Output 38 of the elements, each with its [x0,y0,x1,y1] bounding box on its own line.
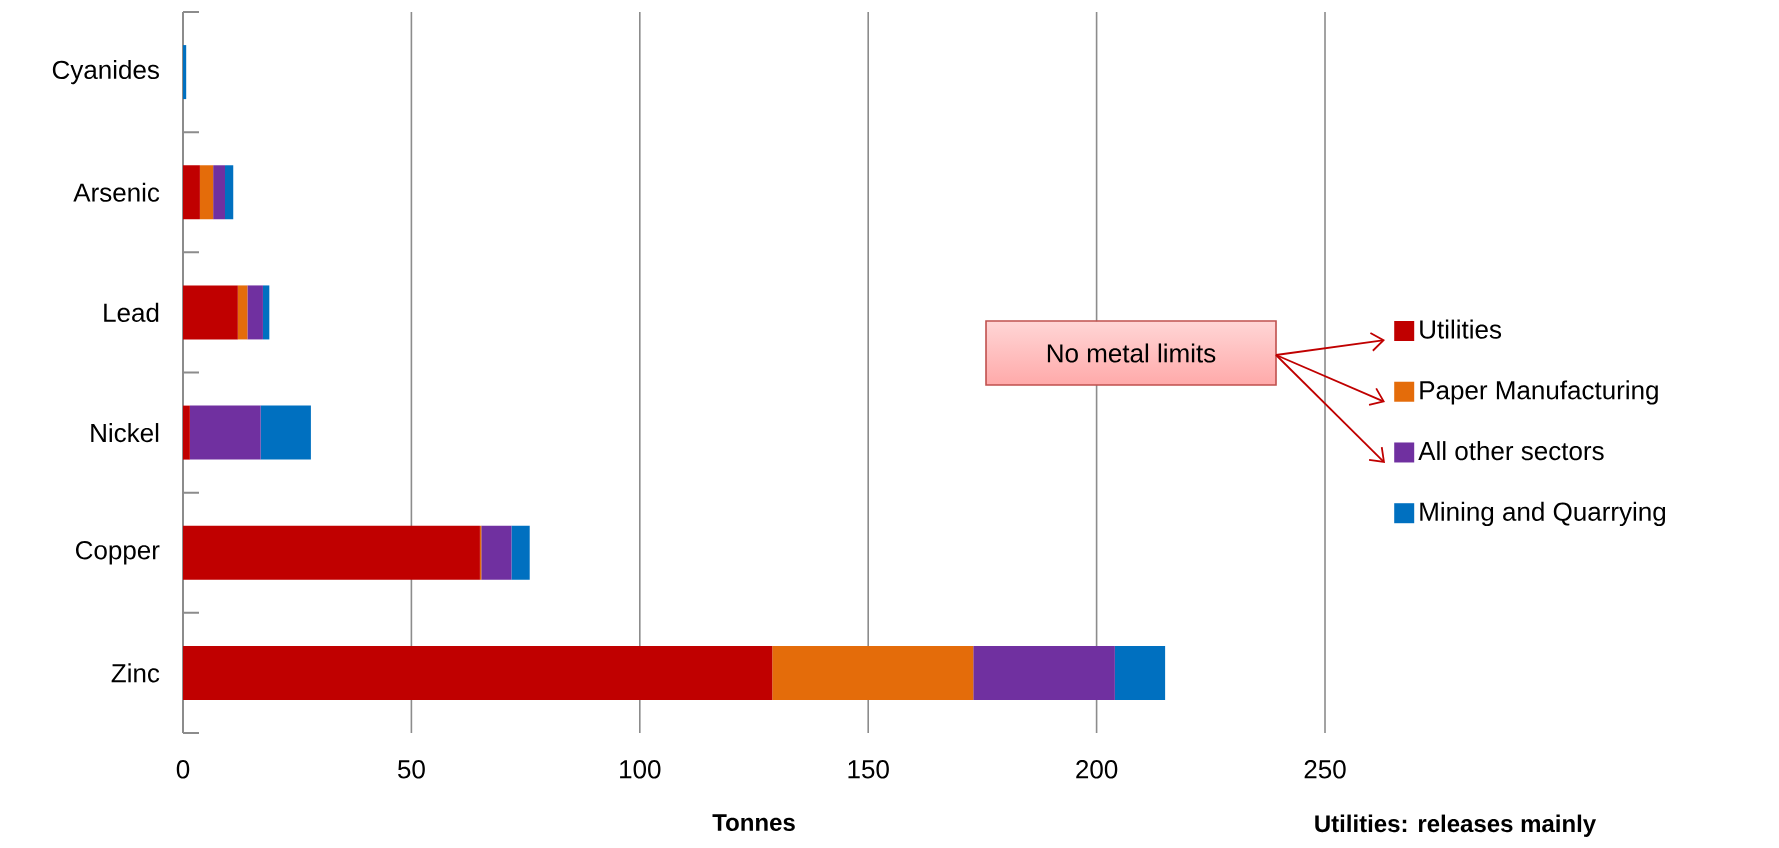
x-tick-label: 0 [176,760,190,779]
bar [247,285,263,340]
x-tick-label: 100 [620,760,661,779]
y-tick-label: Lead [104,302,159,322]
x-tick-label: 250 [1304,760,1346,779]
y-tick-label: Cyanides [52,59,159,85]
bar [183,285,238,340]
bar [1114,645,1166,700]
bar [237,285,248,340]
x-tick-label: 200 [1076,760,1118,779]
y-tick-label: Arsenic [73,182,160,202]
bar [225,165,234,220]
y-tick-label: Nickel [91,423,159,443]
bar [772,645,974,700]
text: Utilities: releases mainly [1315,814,1597,837]
legend-label: All other sectors [1418,441,1604,461]
bar [481,525,512,580]
bar [262,285,270,340]
legend-label: Paper Manufacturing [1420,380,1658,405]
y-tick-label: Copper [75,540,160,565]
bar [183,645,773,700]
x-tick-label: 150 [848,760,889,779]
bar [183,405,190,460]
bar [183,165,200,220]
bar [260,405,311,460]
y-tick-label: Zinc [111,663,160,683]
annotation: No metal limits [1047,343,1216,363]
bar [973,645,1115,700]
x-axis-title: Tonnes [712,814,795,831]
legend-label: Mining and Quarrying [1420,501,1666,527]
legend-label: Utilities [1420,319,1502,339]
bar [213,165,226,220]
x-tick-label: 50 [397,760,425,779]
bar [511,525,530,580]
bar [199,165,214,220]
bar [183,525,480,580]
bar [183,45,187,100]
bar [189,405,261,460]
